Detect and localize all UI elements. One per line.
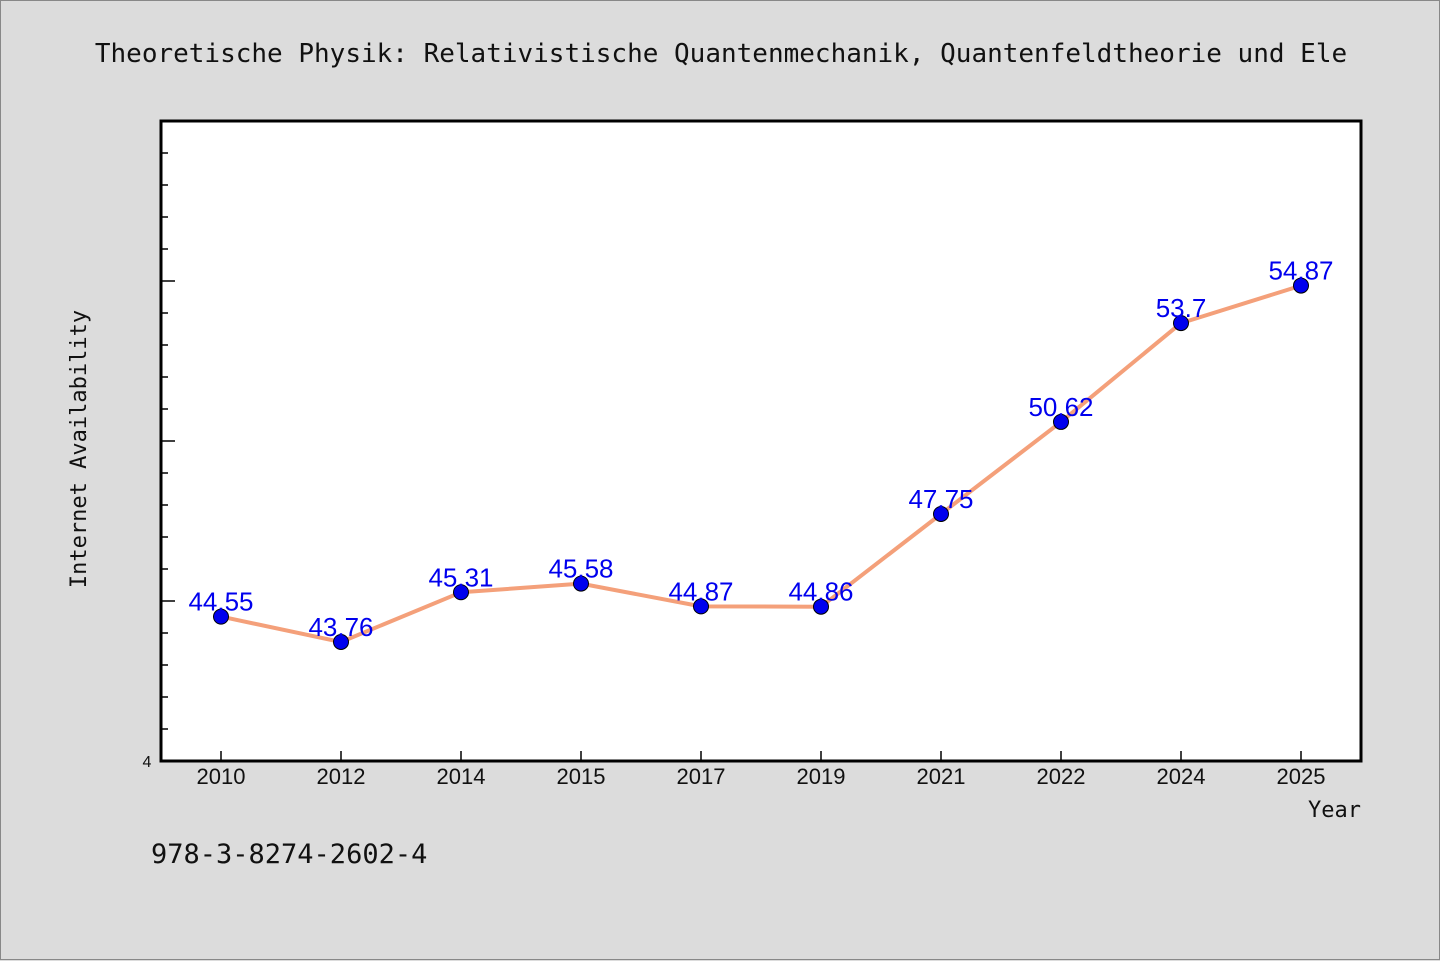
x-tick-label: 2019 <box>797 764 846 789</box>
data-point <box>1053 413 1069 430</box>
data-label: 45.31 <box>428 562 493 592</box>
data-label: 45.58 <box>548 554 613 584</box>
data-label: 43.76 <box>308 612 373 642</box>
series-line <box>220 283 1302 644</box>
y-axis-ticks <box>161 152 175 762</box>
data-label: 44.55 <box>188 587 253 617</box>
x-tick-label: 2022 <box>1037 764 1086 789</box>
x-tick-label: 2025 <box>1277 764 1326 789</box>
data-point <box>1173 315 1189 332</box>
data-point <box>1293 277 1309 294</box>
y-axis-label: Internet Availability <box>67 310 92 588</box>
x-axis-ticks: 2010 2012 2014 2015 2017 2019 2021 2022 2024 2025 <box>197 751 1326 789</box>
data-labels: 44.55 43.76 45.31 45.58 44.87 44.86 47.75 50.62… <box>188 256 1333 642</box>
x-tick-label: 2024 <box>1157 764 1206 789</box>
data-point <box>213 608 229 625</box>
plot-area <box>159 119 1363 763</box>
data-label: 54.87 <box>1268 256 1333 286</box>
chart-title: Theoretische Physik: Relativistische Qua… <box>95 39 1347 69</box>
data-label: 50.62 <box>1028 392 1093 422</box>
x-tick-label: 2010 <box>197 764 246 789</box>
x-tick-label: 2021 <box>917 764 966 789</box>
x-tick-label: 2015 <box>557 764 606 789</box>
x-tick-label: 2012 <box>317 764 366 789</box>
data-point <box>693 598 709 615</box>
data-label: 44.86 <box>788 577 853 607</box>
x-tick-label: 2014 <box>437 764 486 789</box>
y-tick-label-bottom: 4 <box>143 754 152 771</box>
data-point <box>453 584 469 601</box>
data-label: 44.87 <box>668 576 733 606</box>
data-point <box>933 505 949 522</box>
data-point <box>333 633 349 650</box>
data-point <box>573 575 589 592</box>
x-tick-label: 2017 <box>677 764 726 789</box>
data-label: 47.75 <box>908 484 973 514</box>
series-markers <box>213 277 1309 650</box>
data-label: 53.7 <box>1156 293 1207 323</box>
x-axis-label: Year <box>1308 798 1361 823</box>
isbn-text: 978-3-8274-2602-4 <box>151 839 427 870</box>
data-point <box>813 598 829 615</box>
